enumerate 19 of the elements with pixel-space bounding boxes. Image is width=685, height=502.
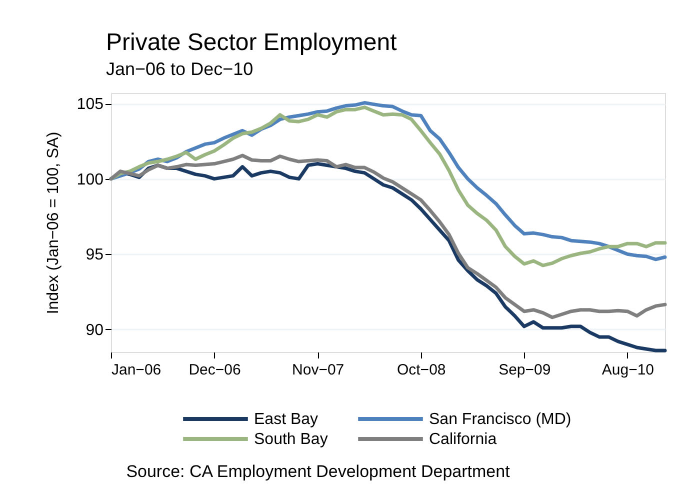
legend-label: East Bay (254, 411, 318, 428)
x-tick-label: Aug−10 (602, 362, 654, 378)
y-tick-label: 95 (86, 246, 104, 264)
x-tick-label: Sep−09 (498, 362, 551, 378)
chart-title: Private Sector Employment (106, 29, 398, 56)
y-tick-label: 105 (76, 96, 104, 114)
source-note: Source: CA Employment Development Department (126, 462, 510, 481)
y-tick-label: 100 (76, 171, 104, 188)
x-tick-label: Nov−07 (292, 362, 344, 378)
legend-label: South Bay (254, 431, 328, 448)
legend-label: California (429, 431, 497, 448)
line-series (109, 154, 667, 320)
x-tick-label: Dec−06 (188, 362, 241, 378)
x-tick-label: Jan−06 (112, 362, 162, 378)
legend-label: San Francisco (MD) (429, 411, 572, 428)
y-axis-title: Index (Jan−06 = 100, SA) (44, 132, 62, 314)
y-tick-label: 90 (86, 322, 104, 339)
x-tick-label: Oct−08 (396, 362, 446, 378)
chart-subtitle: Jan−06 to Dec−10 (106, 59, 254, 79)
